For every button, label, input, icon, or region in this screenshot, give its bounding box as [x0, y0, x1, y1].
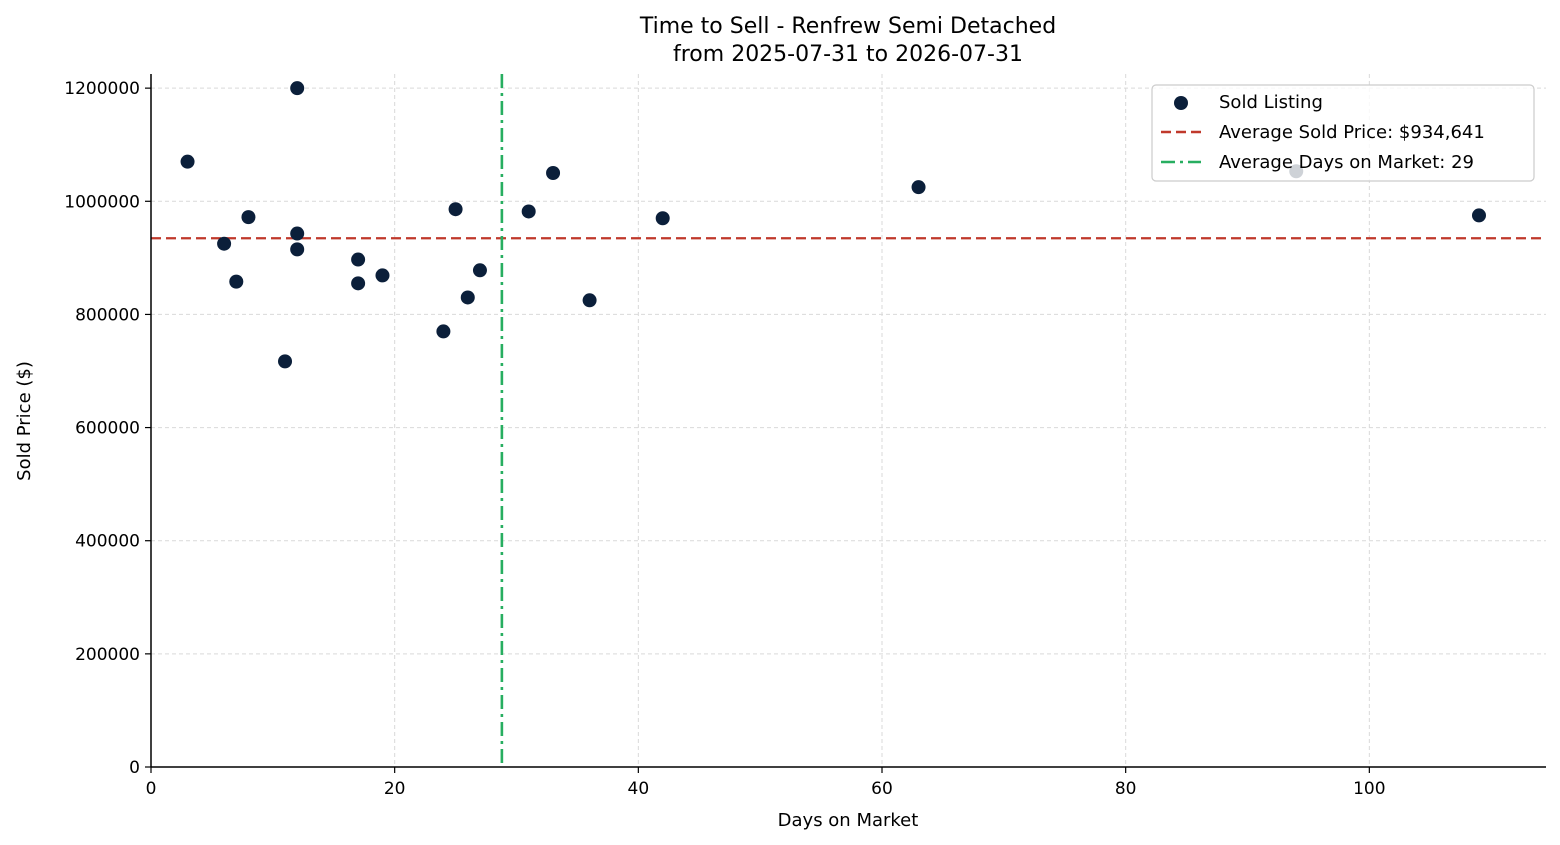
legend: Sold Listing Average Sold Price: $934,641… [1151, 84, 1535, 182]
y-tick-label: 1000000 [64, 192, 140, 212]
reference-lines [151, 74, 1546, 767]
data-point [448, 202, 463, 217]
legend-box [1151, 84, 1535, 182]
axes: 0 20 40 60 80 100 0 200000 400000 600000 800000 100… [64, 74, 1546, 799]
y-axis-label: Sold Price ($) [14, 361, 35, 481]
data-point [655, 211, 670, 226]
data-points [180, 81, 1486, 369]
y-tick-label: 200000 [75, 645, 140, 665]
x-axis-label: Days on Market [778, 810, 919, 831]
chart-subtitle: from 2025-07-31 to 2026-07-31 [673, 42, 1023, 67]
y-tick-label: 800000 [75, 305, 140, 325]
data-point [472, 263, 487, 278]
x-tick-label: 40 [628, 779, 650, 799]
x-tick-label: 80 [1115, 779, 1137, 799]
data-point [911, 180, 926, 195]
x-tick-label: 60 [871, 779, 893, 799]
data-point [241, 210, 256, 225]
data-point [290, 226, 305, 241]
data-point [229, 274, 244, 289]
y-tick-label: 400000 [75, 532, 140, 552]
y-tick-label: 600000 [75, 419, 140, 439]
legend-sold-listing-marker [1174, 96, 1188, 110]
x-tick-label: 0 [146, 779, 157, 799]
data-point [180, 154, 195, 169]
data-point [290, 81, 305, 96]
y-tick-label: 1200000 [64, 79, 140, 99]
data-point [460, 290, 475, 305]
x-tick-label: 20 [384, 779, 406, 799]
y-tick-label: 0 [129, 758, 140, 778]
data-point [290, 242, 305, 257]
data-point [582, 293, 597, 308]
x-tick-label: 100 [1353, 779, 1385, 799]
chart-title: Time to Sell - Renfrew Semi Detached [639, 14, 1056, 39]
data-point [1471, 208, 1486, 223]
legend-average-price-label: Average Sold Price: $934,641 [1219, 122, 1485, 143]
data-point [546, 166, 561, 180]
legend-sold-listing-label: Sold Listing [1219, 92, 1323, 113]
data-point [278, 354, 293, 369]
data-point [351, 252, 366, 267]
legend-average-days-label: Average Days on Market: 29 [1219, 152, 1474, 173]
data-point [436, 324, 451, 339]
data-point [375, 268, 390, 283]
data-point [521, 204, 536, 219]
data-point [217, 236, 232, 251]
data-point [351, 276, 366, 291]
